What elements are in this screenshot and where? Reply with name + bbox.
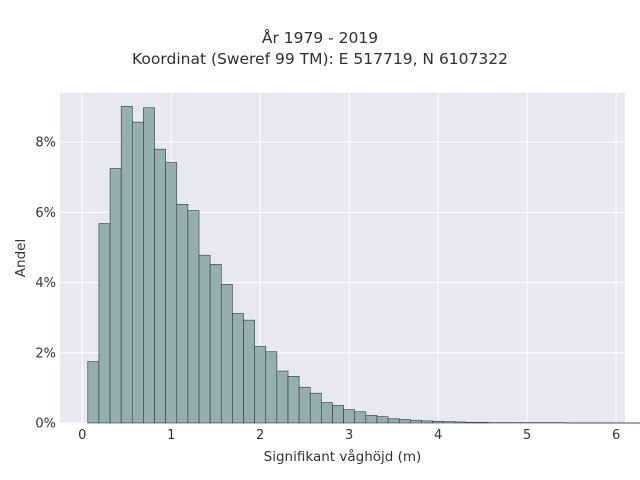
histogram-bar	[465, 421, 478, 424]
histogram-bar	[98, 223, 111, 424]
x-tick-label: 3	[345, 428, 353, 443]
x-tick-label: 5	[523, 428, 531, 443]
histogram-bar	[265, 351, 278, 424]
histogram-bar	[131, 121, 144, 424]
chart-title-line-1: År 1979 - 2019	[261, 29, 379, 47]
histogram-bar	[154, 148, 166, 424]
histogram-bar	[410, 419, 422, 424]
histogram-bar	[243, 319, 255, 424]
histogram-bar	[187, 210, 200, 424]
y-tick-label: 2%	[35, 346, 56, 361]
x-tick-label: 2	[256, 428, 264, 443]
histogram-bar	[209, 264, 222, 424]
y-tick-label: 8%	[35, 136, 56, 151]
histogram-bar	[143, 107, 155, 424]
histogram-bar	[198, 254, 211, 424]
histogram-bar	[454, 421, 467, 424]
histogram-bar	[421, 420, 433, 424]
histogram-bar	[298, 386, 311, 424]
y-axis-label: Andel	[13, 239, 29, 277]
chart-title-line-2: Koordinat (Sweref 99 TM): E 517719, N 61…	[132, 50, 508, 68]
histogram-bar	[220, 284, 233, 424]
histogram-bar	[120, 106, 133, 424]
histogram-bar	[321, 402, 333, 424]
histogram-bars	[87, 106, 640, 424]
histogram-bar	[365, 414, 378, 424]
histogram-bar	[398, 419, 411, 424]
histogram-bar	[476, 421, 489, 424]
histogram-bar	[254, 346, 267, 424]
y-tick-label: 6%	[35, 206, 56, 221]
histogram-bar	[376, 416, 389, 424]
x-tick-label: 4	[434, 428, 442, 443]
x-axis-label: Signifikant våghöjd (m)	[264, 448, 422, 465]
histogram-bar	[232, 313, 244, 424]
histogram-bar	[309, 392, 322, 424]
histogram-bar	[87, 361, 100, 424]
y-tick-label: 4%	[35, 276, 56, 291]
histogram-bar	[176, 203, 189, 424]
histogram-bar	[432, 420, 445, 424]
x-tick-label: 6	[612, 428, 620, 443]
tick-labels: 0 1 2 3 4 5 6 0% 2% 4% 6% 8%	[35, 136, 620, 443]
histogram-bar	[287, 376, 300, 424]
histogram-bar	[343, 409, 356, 424]
histogram-bar	[443, 421, 456, 424]
histogram-bar	[354, 411, 367, 424]
histogram-bar	[276, 370, 289, 424]
histogram-bar	[109, 168, 122, 424]
histogram-bar	[387, 418, 400, 424]
x-tick-label: 0	[78, 428, 86, 443]
y-tick-label: 0%	[35, 417, 56, 432]
histogram-bar	[165, 162, 178, 424]
histogram-bar	[332, 405, 344, 424]
x-tick-label: 1	[167, 428, 175, 443]
